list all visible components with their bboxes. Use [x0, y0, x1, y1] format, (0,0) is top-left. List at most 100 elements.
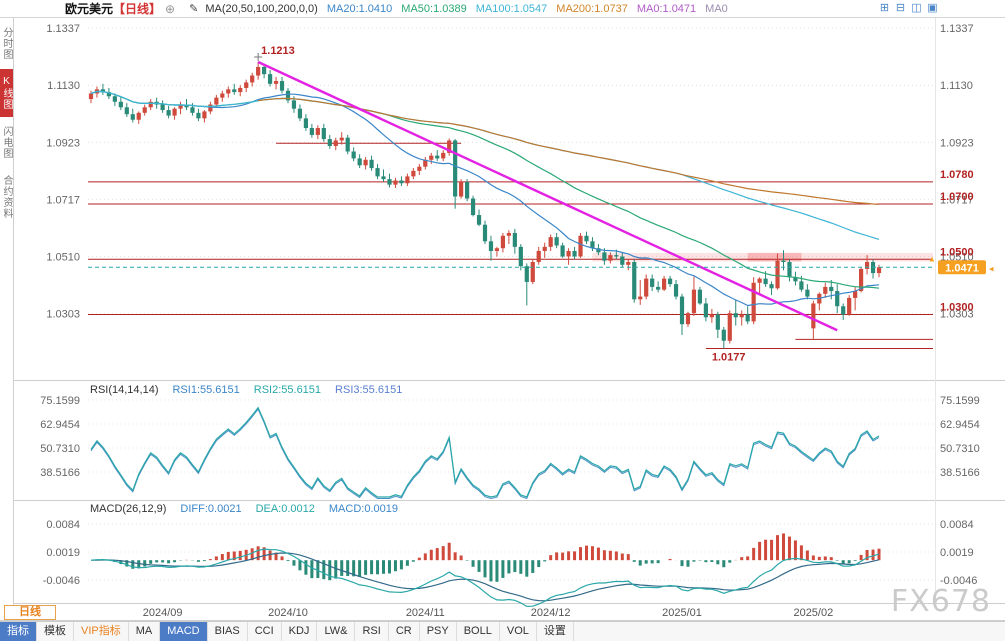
- svg-text:0.0084: 0.0084: [940, 519, 974, 531]
- bottom-tab-7[interactable]: KDJ: [282, 622, 318, 641]
- macd-value-1: DEA:0.0012: [255, 503, 315, 515]
- svg-text:0.0019: 0.0019: [46, 547, 80, 559]
- svg-text:1.0923: 1.0923: [46, 137, 80, 149]
- svg-text:0.0084: 0.0084: [46, 519, 80, 531]
- bottom-tab-9[interactable]: RSI: [355, 622, 389, 641]
- candlesticks: [88, 61, 882, 349]
- svg-text:1.1213: 1.1213: [261, 45, 295, 57]
- ma-value-4: MA0:1.0471: [636, 2, 697, 15]
- svg-text:1.1337: 1.1337: [940, 23, 974, 35]
- svg-text:75.1599: 75.1599: [940, 395, 980, 407]
- svg-text:50.7310: 50.7310: [940, 443, 980, 455]
- bottom-tab-6[interactable]: CCI: [248, 622, 282, 641]
- bottom-tab-12[interactable]: BOLL: [457, 622, 500, 641]
- ma-value-5: MA0: [705, 2, 728, 15]
- ma-value-1: MA50:1.0389: [401, 2, 467, 15]
- period-tag: 【日线】: [113, 2, 162, 16]
- svg-text:2024/11: 2024/11: [406, 607, 445, 619]
- bottom-tab-2[interactable]: VIP指标: [74, 622, 129, 641]
- annotations: 1.1213: [254, 45, 295, 61]
- current-price: 1.0471 ▲ ◂: [88, 254, 994, 275]
- bottom-tab-14[interactable]: 设置: [537, 622, 574, 641]
- ma-settings-label: MA(20,50,100,200,0,0): [205, 2, 318, 15]
- svg-text:1.1130: 1.1130: [47, 80, 80, 92]
- bottom-tab-4[interactable]: MACD: [160, 622, 208, 641]
- ma-lines: [90, 90, 880, 307]
- layout-full-icon[interactable]: ▣: [927, 2, 938, 14]
- x-axis-labels: 2024/09 2024/10 2024/11 2024/12 2025/01 2025/…: [143, 607, 833, 619]
- bottom-tab-1[interactable]: 模板: [37, 622, 74, 641]
- ma-values: MA20:1.0410 MA50:1.0389 MA100:1.0547 MA200:…: [318, 3, 728, 15]
- rsi-title: RSI(14,14,14): [90, 384, 159, 396]
- bottom-tab-8[interactable]: LW&: [317, 622, 356, 641]
- level-lines: 1.0780 1.0700 1.0500 1.0300 1.0177: [88, 142, 974, 364]
- rsi-value-1: RSI2:55.6151: [253, 384, 322, 396]
- svg-text:2024/09: 2024/09: [143, 607, 183, 619]
- macd-title: MACD(26,12,9): [90, 503, 167, 515]
- svg-text:2025/02: 2025/02: [793, 607, 833, 619]
- svg-text:62.9454: 62.9454: [940, 419, 980, 431]
- add-indicator-icon[interactable]: ⊕: [165, 1, 176, 16]
- bottom-tab-11[interactable]: PSY: [420, 622, 457, 641]
- svg-text:38.5166: 38.5166: [940, 467, 980, 479]
- svg-text:-0.0046: -0.0046: [43, 575, 80, 587]
- ma-value-0: MA20:1.0410: [326, 2, 393, 15]
- layout-horizontal-icon[interactable]: ⊟: [895, 2, 906, 14]
- svg-text:1.1337: 1.1337: [46, 23, 80, 35]
- trendline[interactable]: [257, 60, 838, 332]
- bottom-tab-0[interactable]: 指标: [0, 622, 37, 641]
- axis-labels: 1.1337 1.1337 1.1130 1.1130 1.0923 1.0923 1.07…: [46, 23, 973, 321]
- bottom-tab-13[interactable]: VOL: [500, 622, 537, 641]
- panel-separators: [0, 18, 1005, 621]
- svg-text:75.1599: 75.1599: [40, 395, 80, 407]
- svg-text:50.7310: 50.7310: [40, 443, 80, 455]
- rsi-header: RSI(14,14,14) RSI1:55.6151 RSI2:55.6151 RS…: [90, 384, 402, 396]
- grid-lines: [88, 27, 933, 315]
- svg-text:◂: ◂: [989, 263, 994, 273]
- svg-text:2024/10: 2024/10: [268, 607, 308, 619]
- svg-text:1.0717: 1.0717: [940, 194, 974, 206]
- svg-text:1.0471: 1.0471: [945, 262, 979, 274]
- window-layout-icons: ⊞ ⊟ ◫ ▣: [878, 2, 939, 15]
- support-band: [592, 252, 933, 262]
- svg-text:1.0500: 1.0500: [940, 246, 974, 258]
- symbol-title: 欧元美元: [65, 2, 114, 16]
- period-tab-daily[interactable]: 日线: [4, 605, 56, 620]
- bottom-toolbar: 指标 模板 VIP指标 MA MACD BIAS CCI KDJ LW& RSI CR PSY BOLL…: [0, 621, 1005, 641]
- rsi-value-0: RSI1:55.6151: [172, 384, 240, 396]
- sidebar-tab-contract-info[interactable]: 合约资料: [1, 175, 12, 219]
- sidebar-tab-timeshare[interactable]: 分时图: [1, 27, 12, 60]
- sidebar-tab-kline[interactable]: K线图: [0, 69, 13, 117]
- macd-values: DIFF:0.0021 DEA:0.0012 MACD:0.0019: [180, 503, 398, 515]
- svg-text:2025/01: 2025/01: [662, 607, 702, 619]
- macd-panel: 0.0084 0.0084 0.0019 0.0019 -0.0046 -0.0046: [43, 519, 977, 608]
- bottom-tab-5[interactable]: BIAS: [208, 622, 248, 641]
- svg-text:1.0300: 1.0300: [940, 302, 974, 314]
- svg-text:2024/12: 2024/12: [531, 607, 571, 619]
- svg-text:▲: ▲: [928, 254, 936, 263]
- svg-text:38.5166: 38.5166: [40, 467, 80, 479]
- svg-text:1.0303: 1.0303: [940, 309, 974, 321]
- bottom-tab-10[interactable]: CR: [389, 622, 420, 641]
- layout-grid-icon[interactable]: ⊞: [879, 2, 890, 14]
- macd-value-0: DIFF:0.0021: [180, 503, 242, 515]
- bottom-tab-3[interactable]: MA: [129, 622, 161, 641]
- top-toolbar: 欧元美元 【日线】 ⊕ ✎ MA(20,50,100,200,0,0) MA20…: [0, 0, 1005, 18]
- svg-text:1.0717: 1.0717: [46, 194, 80, 206]
- svg-text:-0.0046: -0.0046: [940, 575, 977, 587]
- svg-text:1.0923: 1.0923: [940, 137, 974, 149]
- svg-text:62.9454: 62.9454: [40, 419, 80, 431]
- sidebar-tab-flash[interactable]: 闪电图: [1, 126, 12, 159]
- ma-value-2: MA100:1.0547: [475, 2, 548, 15]
- macd-value-2: MACD:0.0019: [328, 503, 398, 515]
- svg-text:1.0780: 1.0780: [940, 169, 974, 181]
- svg-text:1.0303: 1.0303: [46, 309, 80, 321]
- macd-header: MACD(26,12,9) DIFF:0.0021 DEA:0.0012 MACD:…: [90, 503, 398, 515]
- svg-text:1.0510: 1.0510: [46, 252, 80, 264]
- watermark: FX678: [890, 584, 991, 619]
- rsi-value-2: RSI3:55.6151: [335, 384, 403, 396]
- draw-tool-icon[interactable]: ✎: [189, 3, 199, 15]
- rsi-panel: 75.1599 75.1599 62.9454 62.9454 50.7310 50.73…: [40, 395, 980, 500]
- layout-vertical-icon[interactable]: ◫: [911, 2, 922, 14]
